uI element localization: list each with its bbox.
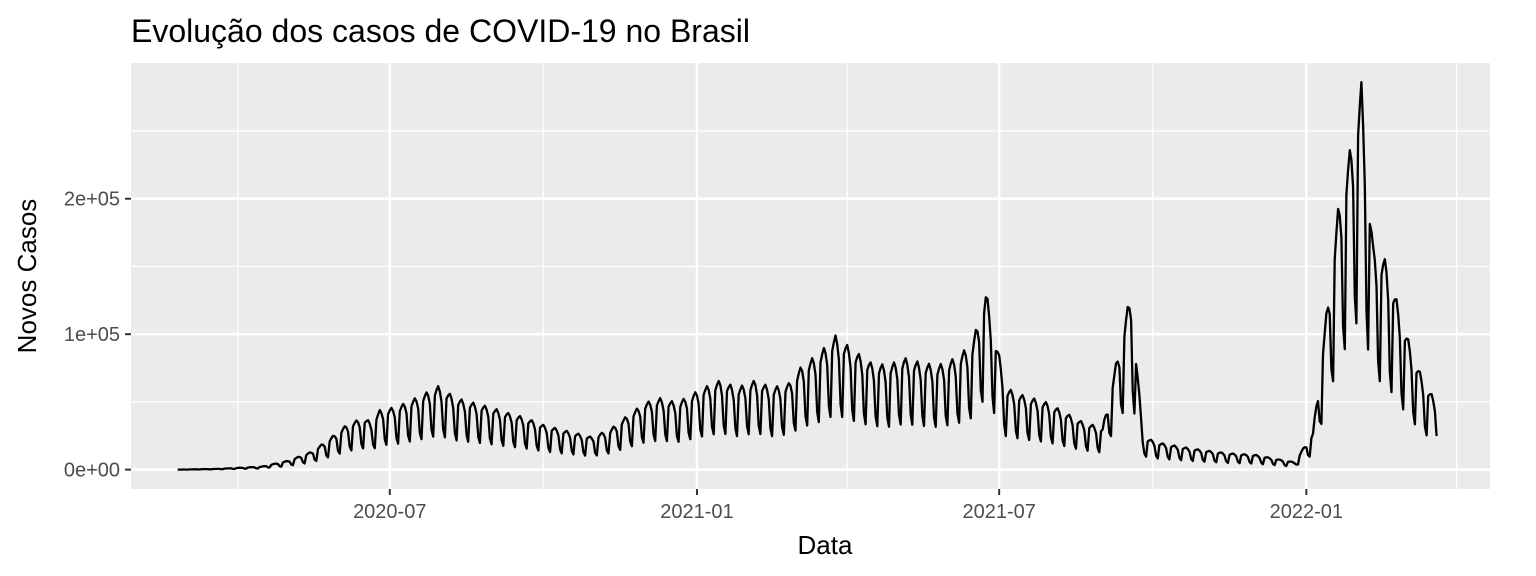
- x-tick-label: 2020-07: [353, 501, 426, 523]
- y-tick-label: 2e+05: [64, 189, 120, 211]
- y-tick-label: 0e+00: [64, 460, 120, 482]
- series-line: [177, 81, 1438, 471]
- x-tick-label: 2021-07: [962, 501, 1035, 523]
- x-tick-label: 2021-01: [660, 501, 733, 523]
- y-axis-title: Novos Casos: [12, 199, 42, 354]
- x-axis-title: Data: [798, 530, 853, 560]
- y-axis: 0e+00 1e+05 2e+05: [64, 189, 131, 482]
- grid-major: [131, 63, 1490, 489]
- grid-minor: [131, 63, 1490, 489]
- y-tick-label: 1e+05: [64, 324, 120, 346]
- x-axis: 2020-07 2021-01 2021-07 2022-01: [353, 489, 1343, 523]
- plot-panel: [131, 63, 1490, 489]
- chart-title: Evolução dos casos de COVID-19 no Brasil: [131, 13, 750, 49]
- x-tick-label: 2022-01: [1270, 501, 1343, 523]
